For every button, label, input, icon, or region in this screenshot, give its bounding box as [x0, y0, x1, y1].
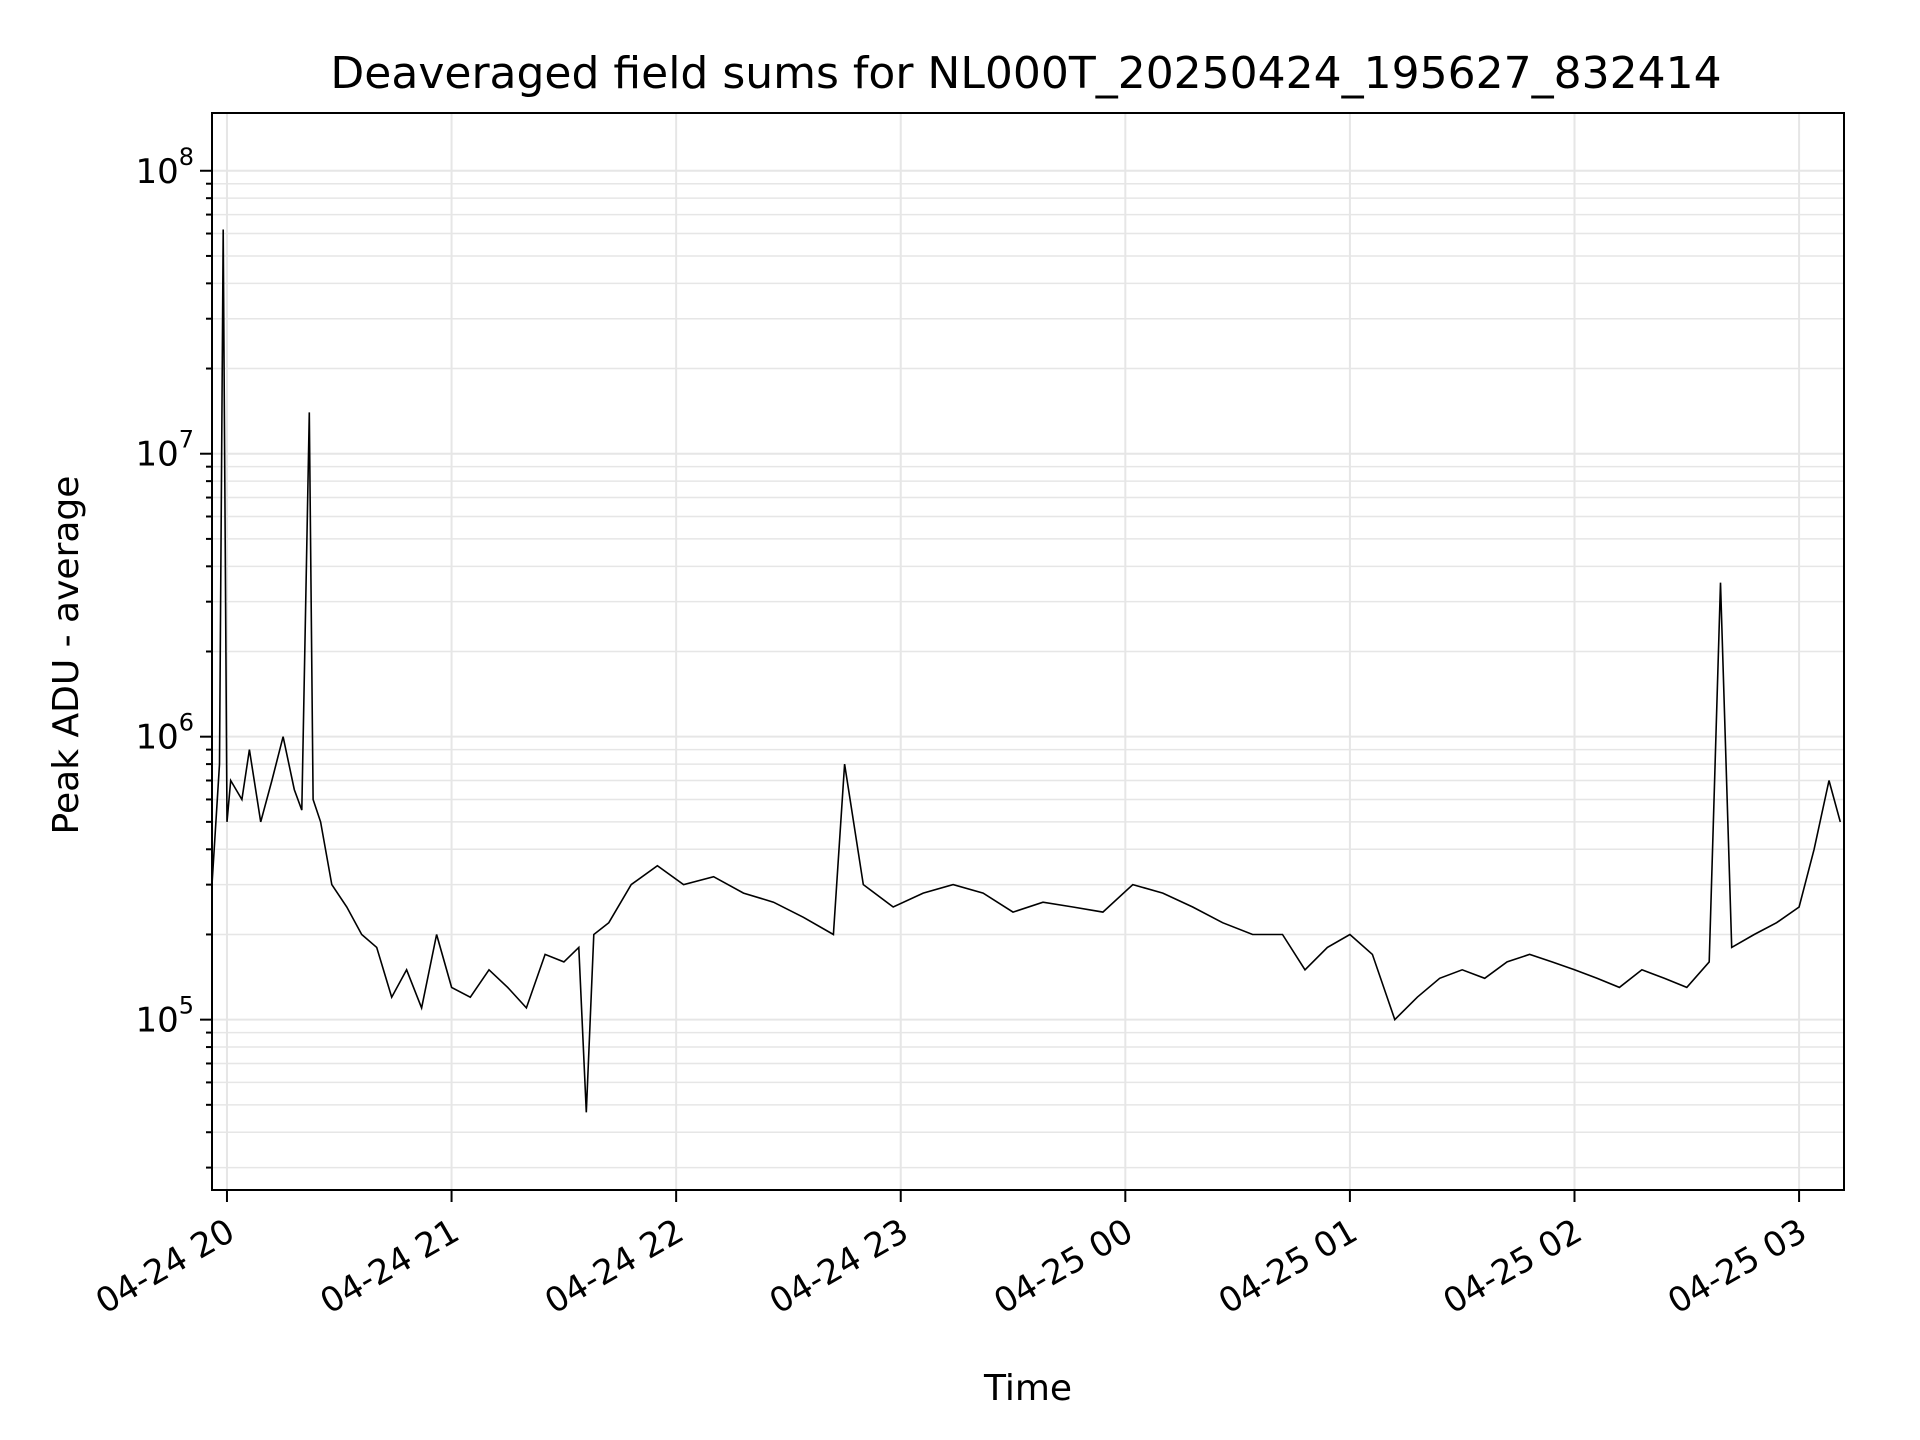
x-tick-label: 04-24 23: [763, 1211, 915, 1322]
x-tick-label: 04-25 01: [1212, 1211, 1364, 1322]
chart-title: Deaveraged field sums for NL000T_2025042…: [330, 48, 1721, 99]
x-tick-label: 04-25 00: [987, 1211, 1139, 1322]
x-tick-label: 04-24 22: [538, 1211, 690, 1322]
y-tick-label: 108: [135, 143, 194, 192]
series-line: [211, 229, 1842, 1113]
x-tick-label: 04-25 02: [1437, 1211, 1589, 1322]
y-grid: [212, 169, 1844, 1169]
x-axis-label: Time: [983, 1368, 1072, 1409]
y-tick-label: 107: [135, 426, 194, 475]
y-tick-label: 106: [135, 709, 194, 758]
y-axis-label: Peak ADU - average: [46, 476, 87, 835]
x-axis: 04-24 20 04-24 21 04-24 22 04-24 23 04-25 00…: [89, 1190, 1814, 1322]
y-axis: 105 106 107 108: [135, 143, 212, 1169]
x-tick-label: 04-24 20: [89, 1211, 241, 1322]
x-tick-label: 04-25 03: [1661, 1211, 1813, 1322]
y-tick-label: 105: [135, 992, 194, 1041]
x-tick-label: 04-24 21: [314, 1211, 466, 1322]
x-grid: [225, 113, 1801, 1190]
plot-area: [211, 229, 1842, 1113]
